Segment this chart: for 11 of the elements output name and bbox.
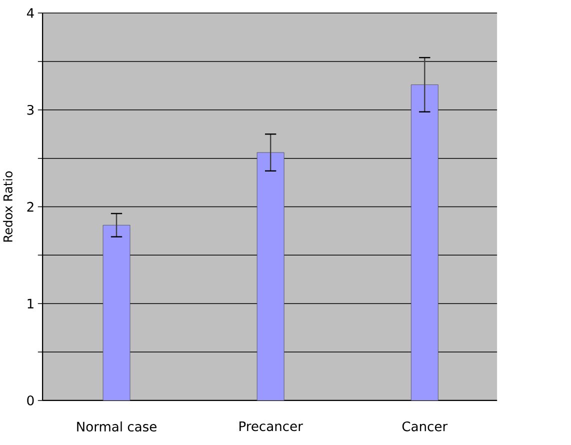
y-tick-label: 4 [26, 8, 34, 18]
y-tick-label: 1 [28, 298, 34, 308]
bar [102, 224, 130, 401]
y-tick-label: 2 [27, 202, 34, 212]
x-tick-label: Precancer [240, 421, 303, 432]
x-tick-label: Normal case [77, 421, 156, 432]
bar [410, 84, 438, 401]
y-tick-label: 3 [27, 104, 34, 115]
y-axis-title: Redox Ratio [3, 171, 12, 242]
x-tick-label: Cancer [402, 421, 448, 432]
y-tick-label: 0 [27, 395, 34, 406]
